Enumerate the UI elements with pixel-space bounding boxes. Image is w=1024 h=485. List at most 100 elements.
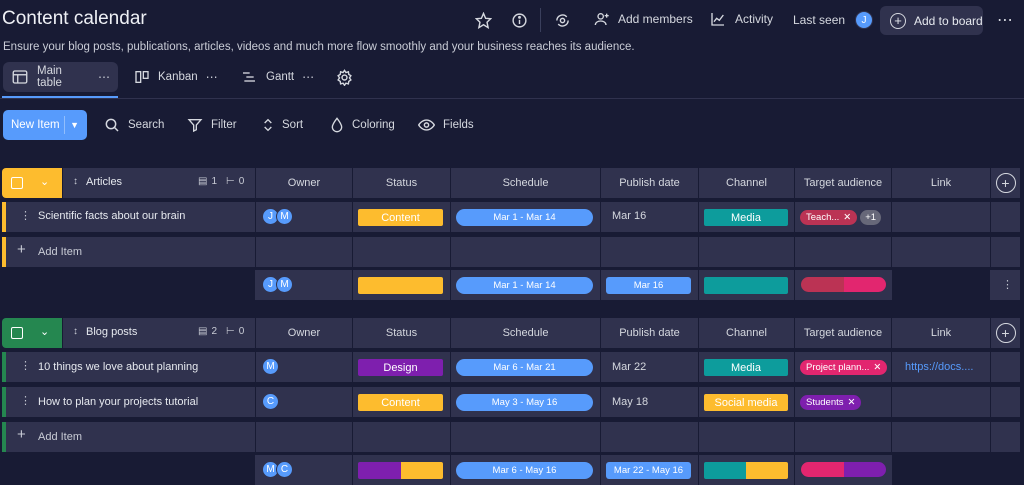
doc-icon: ▤ xyxy=(198,176,208,187)
owner-cell[interactable]: J M xyxy=(262,208,293,225)
column-header-channel[interactable]: Channel xyxy=(698,168,794,198)
close-icon[interactable]: ✕ xyxy=(843,212,852,223)
item-name[interactable]: 10 things we love about planning xyxy=(38,361,199,373)
audience-tag[interactable]: Students ✕ xyxy=(800,395,862,410)
group-color-tab[interactable]: ⌄ xyxy=(2,168,62,198)
publish-date[interactable]: Mar 16 xyxy=(612,210,647,222)
schedule-timeline[interactable]: Mar 1 - Mar 14 xyxy=(456,209,593,226)
audience-cell[interactable]: Teach... ✕ +1 xyxy=(800,210,882,225)
add-column-icon[interactable]: + xyxy=(995,173,1016,193)
column-header-owner[interactable]: Owner xyxy=(255,318,352,348)
status-badge[interactable]: Content xyxy=(358,209,443,226)
owner-cell[interactable]: C xyxy=(262,393,279,410)
fields-button[interactable]: Fields xyxy=(418,115,474,135)
add-item-row[interactable] xyxy=(2,237,1020,267)
add-item-label[interactable]: Add Item xyxy=(38,246,83,258)
owner-cell[interactable]: M xyxy=(262,358,279,375)
audience-cell[interactable]: Project plann... ✕ xyxy=(800,360,888,375)
add-item-label[interactable]: Add Item xyxy=(38,431,83,443)
integrate-icon[interactable] xyxy=(550,8,574,32)
new-item-button[interactable]: New Item ▼ xyxy=(3,110,87,140)
item-name[interactable]: Scientific facts about our brain xyxy=(38,210,186,222)
link-url[interactable]: https://docs.... xyxy=(905,361,974,373)
column-header-target-audience[interactable]: Target audience xyxy=(794,318,891,348)
coloring-button[interactable]: Coloring xyxy=(330,115,395,135)
tab-gantt[interactable]: Gantt ⋯ xyxy=(232,62,322,92)
channel-badge[interactable]: Media xyxy=(704,359,788,376)
column-header-link[interactable]: Link xyxy=(891,168,990,198)
add-column-icon[interactable]: + xyxy=(995,323,1016,343)
tab-menu-icon[interactable]: ⋯ xyxy=(205,70,218,84)
summary-menu-cell[interactable]: ⋮ xyxy=(990,270,1020,300)
drop-icon xyxy=(331,117,343,133)
plus-icon[interactable]: + xyxy=(17,426,26,443)
group-color-tab[interactable]: ⌄ xyxy=(2,318,62,348)
tab-menu-icon[interactable]: ⋯ xyxy=(302,70,315,84)
column-header-publish-date[interactable]: Publish date xyxy=(600,168,698,198)
doc-count-value: 2 xyxy=(211,326,218,337)
chevron-down-icon[interactable]: ⌄ xyxy=(40,176,50,188)
item-name[interactable]: How to plan your projects tutorial xyxy=(38,396,199,408)
column-header-schedule[interactable]: Schedule xyxy=(450,168,600,198)
publish-date[interactable]: May 18 xyxy=(612,396,649,408)
close-icon[interactable]: ✕ xyxy=(847,397,856,408)
row-menu-icon[interactable]: ⋮ xyxy=(20,210,31,222)
audience-tag[interactable]: Project plann... ✕ xyxy=(800,360,888,375)
activity-button[interactable]: Activity xyxy=(709,11,773,27)
search-button[interactable]: Search xyxy=(104,115,164,135)
page-title: Content calendar xyxy=(2,8,147,29)
summary-owners: J M xyxy=(262,276,293,293)
group-checkbox[interactable] xyxy=(11,327,23,339)
close-icon[interactable]: ✕ xyxy=(873,362,882,373)
last-seen-button[interactable]: Last seen J xyxy=(793,11,874,29)
status-badge[interactable]: Design xyxy=(358,359,443,376)
group-name-cell[interactable]: ↕ Blog posts ▤ 2 ⊢ 0 xyxy=(63,318,255,348)
column-header-status[interactable]: Status xyxy=(352,168,450,198)
filter-button[interactable]: Filter xyxy=(187,115,237,135)
column-header-link[interactable]: Link xyxy=(891,318,990,348)
channel-badge[interactable]: Media xyxy=(704,209,788,226)
column-header-status[interactable]: Status xyxy=(352,318,450,348)
audience-tag[interactable]: Teach... ✕ xyxy=(800,210,858,225)
schedule-timeline[interactable]: May 3 - May 16 xyxy=(456,394,593,411)
add-column-cell[interactable]: + xyxy=(990,168,1020,198)
chevron-down-icon[interactable]: ⌄ xyxy=(40,326,50,338)
column-header-owner[interactable]: Owner xyxy=(255,168,352,198)
row-menu-icon[interactable]: ⋮ xyxy=(20,395,31,407)
column-header-publish-date[interactable]: Publish date xyxy=(600,318,698,348)
more-options-icon[interactable]: ⋯ xyxy=(997,12,1014,29)
add-to-board-button[interactable]: + Add to board xyxy=(880,6,983,35)
group-name-cell[interactable]: ↕ Articles ▤ 1 ⊢ 0 xyxy=(63,168,255,198)
schedule-timeline[interactable]: Mar 6 - Mar 21 xyxy=(456,359,593,376)
column-header-channel[interactable]: Channel xyxy=(698,318,794,348)
sort-button[interactable]: Sort xyxy=(262,115,303,135)
column-header-schedule[interactable]: Schedule xyxy=(450,318,600,348)
info-icon[interactable] xyxy=(507,8,531,32)
tab-menu-icon[interactable]: ⋯ xyxy=(98,70,110,84)
add-item-row[interactable] xyxy=(2,422,1020,452)
sort-handle-icon[interactable]: ↕ xyxy=(73,176,78,187)
audience-more-badge[interactable]: +1 xyxy=(860,210,882,225)
group-title[interactable]: Blog posts xyxy=(86,326,138,338)
row-menu-icon[interactable]: ⋮ xyxy=(20,360,31,372)
vertical-dots-icon[interactable]: ⋮ xyxy=(1002,279,1013,291)
avatar: M xyxy=(276,208,293,225)
audience-cell[interactable]: Students ✕ xyxy=(800,395,862,410)
chart-line-icon xyxy=(711,13,724,26)
add-column-cell[interactable]: + xyxy=(990,318,1020,348)
column-header-target-audience[interactable]: Target audience xyxy=(794,168,891,198)
status-badge[interactable]: Content xyxy=(358,394,443,411)
channel-badge[interactable]: Social media xyxy=(704,394,788,411)
column-divider xyxy=(255,352,256,452)
plus-icon[interactable]: + xyxy=(17,241,26,258)
tab-main-table[interactable]: Main table ⋯ xyxy=(3,62,118,92)
group-checkbox[interactable] xyxy=(11,177,23,189)
gear-icon[interactable] xyxy=(332,65,356,89)
sort-handle-icon[interactable]: ↕ xyxy=(73,326,78,337)
group-title[interactable]: Articles xyxy=(86,176,123,188)
publish-date[interactable]: Mar 22 xyxy=(612,361,647,373)
add-members-button[interactable]: Add members xyxy=(594,11,693,27)
tab-kanban[interactable]: Kanban ⋯ xyxy=(126,62,226,92)
star-icon[interactable] xyxy=(471,8,495,32)
caret-down-icon[interactable]: ▼ xyxy=(70,120,79,130)
